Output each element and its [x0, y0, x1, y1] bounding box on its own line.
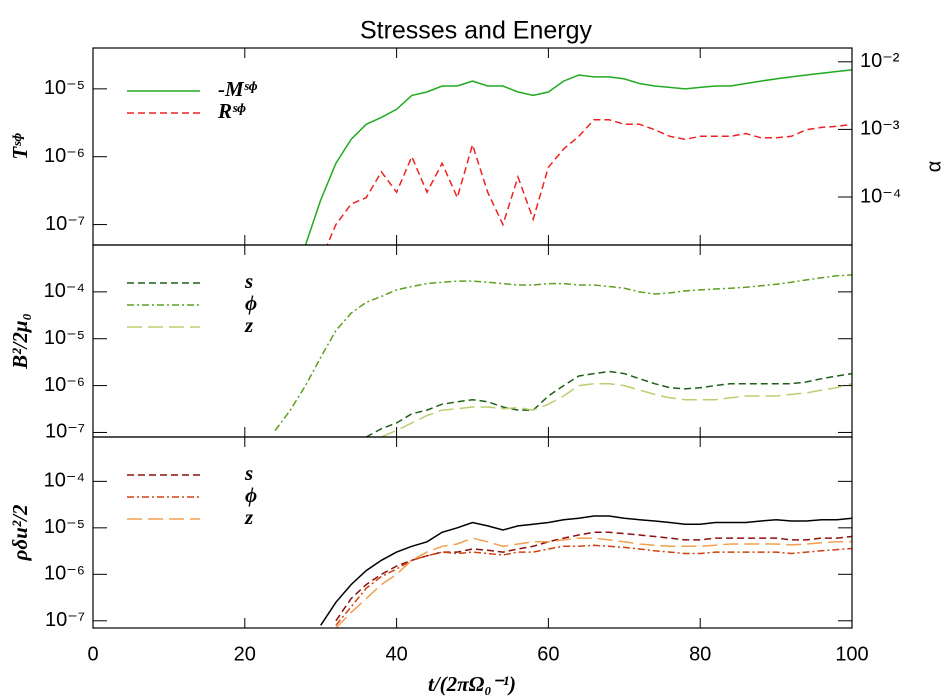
series-line	[304, 69, 852, 245]
legend-label: -Mˢᶲ	[218, 77, 258, 101]
panel-frame	[92, 436, 853, 629]
y-tick-label: 10⁻⁷	[45, 421, 85, 443]
series-line	[381, 382, 852, 437]
series-line	[326, 119, 852, 245]
y2-tick-label: 10⁻³	[860, 118, 900, 140]
x-tick-label: 100	[835, 643, 868, 665]
x-tick-label: 20	[234, 643, 256, 665]
plot-area	[274, 274, 852, 437]
y-tick-label: 10⁻⁴	[44, 280, 85, 302]
legend-label: z	[244, 313, 254, 337]
x-tick-label: 0	[87, 643, 98, 665]
series-line	[320, 515, 852, 626]
y-tick-label: 10⁻⁵	[44, 77, 85, 99]
series-line	[335, 537, 852, 628]
y-tick-label: 10⁻⁶	[44, 563, 85, 585]
chart-title: Stresses and Energy	[360, 17, 593, 45]
y-tick-label: 10⁻⁵	[44, 327, 85, 349]
legend-label: ϕ	[245, 483, 257, 507]
y-axis-label: B²/2μ₀	[8, 313, 32, 370]
x-tick-label: 80	[689, 643, 711, 665]
x-axis-label: t/(2πΩ₀⁻¹)	[428, 672, 516, 696]
y2-tick-label: 10⁻⁴	[860, 185, 901, 207]
y-tick-label: 10⁻⁶	[44, 145, 85, 167]
x-tick-label: 40	[385, 643, 407, 665]
x-tick-label: 60	[537, 643, 559, 665]
y-tick-label: 10⁻⁷	[45, 213, 85, 235]
legend-label: s	[244, 269, 253, 293]
y2-axis-label: α	[923, 161, 945, 173]
y-tick-label: 10⁻⁶	[44, 374, 85, 396]
series-line	[335, 544, 852, 626]
plot-area	[320, 515, 852, 628]
y-axis-label: ρδu²/2	[8, 504, 32, 561]
legend-label: z	[244, 505, 254, 529]
y-tick-label: 10⁻⁵	[44, 516, 85, 538]
y-tick-label: 10⁻⁴	[44, 470, 85, 492]
plot-area	[304, 69, 852, 245]
y2-tick-label: 10⁻²	[860, 50, 900, 72]
panel-frame	[92, 244, 853, 438]
y-axis-label: Tˢᶲ	[8, 133, 32, 160]
series-line	[274, 274, 852, 431]
y-tick-label: 10⁻⁷	[45, 609, 85, 631]
legend-label: Rˢᶲ	[217, 99, 246, 123]
series-line	[335, 531, 852, 622]
legend-label: s	[244, 461, 253, 485]
legend-label: ϕ	[245, 291, 257, 315]
series-line	[365, 370, 852, 437]
